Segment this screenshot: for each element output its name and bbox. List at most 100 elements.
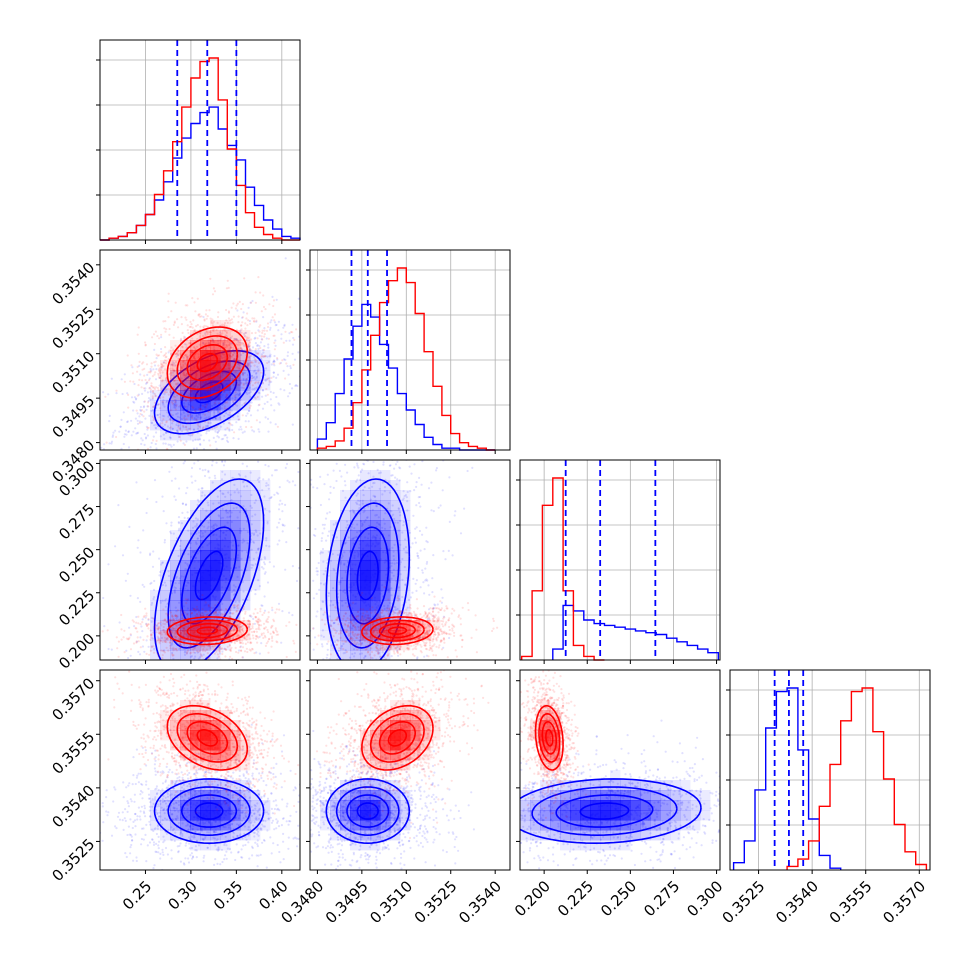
- sample-point: [163, 662, 165, 664]
- sample-point: [318, 455, 320, 457]
- sample-point: [167, 613, 170, 616]
- sample-point: [221, 371, 224, 374]
- sample-point: [283, 358, 286, 361]
- sample-point: [193, 646, 197, 649]
- sample-point: [276, 630, 279, 633]
- sample-point: [164, 352, 168, 355]
- sample-point: [141, 583, 144, 587]
- sample-point: [212, 329, 215, 333]
- sample-point: [232, 346, 235, 349]
- sample-point: [246, 392, 249, 396]
- density-cell: [220, 330, 231, 341]
- sample-point: [137, 622, 140, 625]
- sample-point: [297, 297, 300, 300]
- sample-point: [166, 620, 169, 624]
- sample-point: [222, 342, 225, 346]
- sample-point: [220, 613, 223, 617]
- sample-point: [156, 334, 159, 338]
- sample-point: [214, 607, 217, 611]
- sample-point: [264, 636, 267, 639]
- density-cell: [260, 370, 271, 381]
- sample-point: [196, 393, 199, 396]
- sample-point: [133, 625, 136, 628]
- sample-point: [231, 657, 234, 660]
- sample-point: [248, 380, 251, 383]
- sample-point: [248, 357, 251, 361]
- sample-point: [236, 607, 239, 610]
- density-cell: [200, 340, 211, 351]
- sample-point: [208, 476, 211, 479]
- sample-point: [163, 415, 166, 418]
- sample-point: [153, 393, 157, 396]
- sample-point: [187, 367, 190, 370]
- sample-point: [221, 614, 225, 617]
- sample-point: [174, 360, 178, 364]
- sample-point: [175, 635, 178, 638]
- sample-point: [156, 628, 160, 631]
- sample-point: [203, 474, 207, 478]
- sample-point: [130, 396, 134, 399]
- sample-point: [275, 640, 278, 643]
- sample-point: [239, 641, 242, 644]
- sample-point: [171, 635, 174, 638]
- sample-point: [145, 408, 148, 411]
- sample-point: [249, 365, 252, 368]
- sample-point: [184, 503, 187, 507]
- sample-point: [254, 563, 257, 566]
- sample-point: [170, 524, 173, 527]
- sample-point: [158, 557, 161, 560]
- sample-point: [229, 346, 233, 349]
- sample-point: [153, 625, 156, 629]
- sample-point: [228, 666, 230, 668]
- sample-point: [223, 414, 226, 418]
- sample-point: [170, 374, 173, 377]
- sample-point: [227, 618, 230, 622]
- sample-point: [149, 446, 152, 449]
- sample-point: [219, 419, 222, 422]
- sample-point: [150, 603, 153, 606]
- sample-point: [180, 337, 183, 340]
- sample-point: [196, 337, 199, 341]
- sample-point: [236, 634, 239, 638]
- sample-point: [141, 621, 144, 624]
- sample-point: [180, 643, 183, 647]
- sample-point: [135, 641, 138, 644]
- density-cell: [230, 610, 241, 621]
- sample-point: [237, 437, 240, 440]
- sample-point: [233, 640, 236, 643]
- sample-point: [204, 332, 207, 335]
- sample-point: [273, 319, 276, 322]
- sample-point: [261, 407, 265, 410]
- sample-point: [158, 632, 161, 635]
- sample-point: [238, 393, 241, 396]
- sample-point: [287, 395, 290, 398]
- sample-point: [172, 443, 175, 446]
- sample-point: [158, 627, 161, 630]
- sample-point: [147, 645, 150, 648]
- sample-point: [237, 418, 240, 421]
- sample-point: [242, 351, 245, 354]
- sample-point: [143, 666, 145, 668]
- density-cell: [240, 580, 251, 591]
- sample-point: [191, 415, 194, 418]
- sample-point: [233, 351, 236, 354]
- sample-point: [189, 651, 193, 654]
- sample-point: [260, 335, 263, 338]
- density-cell: [190, 560, 201, 571]
- sample-point: [172, 627, 175, 631]
- sample-point: [200, 487, 203, 490]
- sample-point: [214, 610, 218, 613]
- density-cell: [200, 530, 211, 541]
- sample-point: [140, 386, 143, 389]
- sample-point: [221, 618, 224, 621]
- sample-point: [139, 412, 142, 416]
- sample-point: [152, 645, 155, 648]
- sample-point: [169, 644, 172, 647]
- sample-point: [179, 338, 182, 341]
- sample-point: [155, 641, 158, 644]
- sample-point: [236, 366, 239, 369]
- sample-point: [122, 442, 125, 446]
- sample-point: [169, 609, 172, 612]
- sample-point: [146, 434, 149, 437]
- sample-point: [266, 640, 270, 643]
